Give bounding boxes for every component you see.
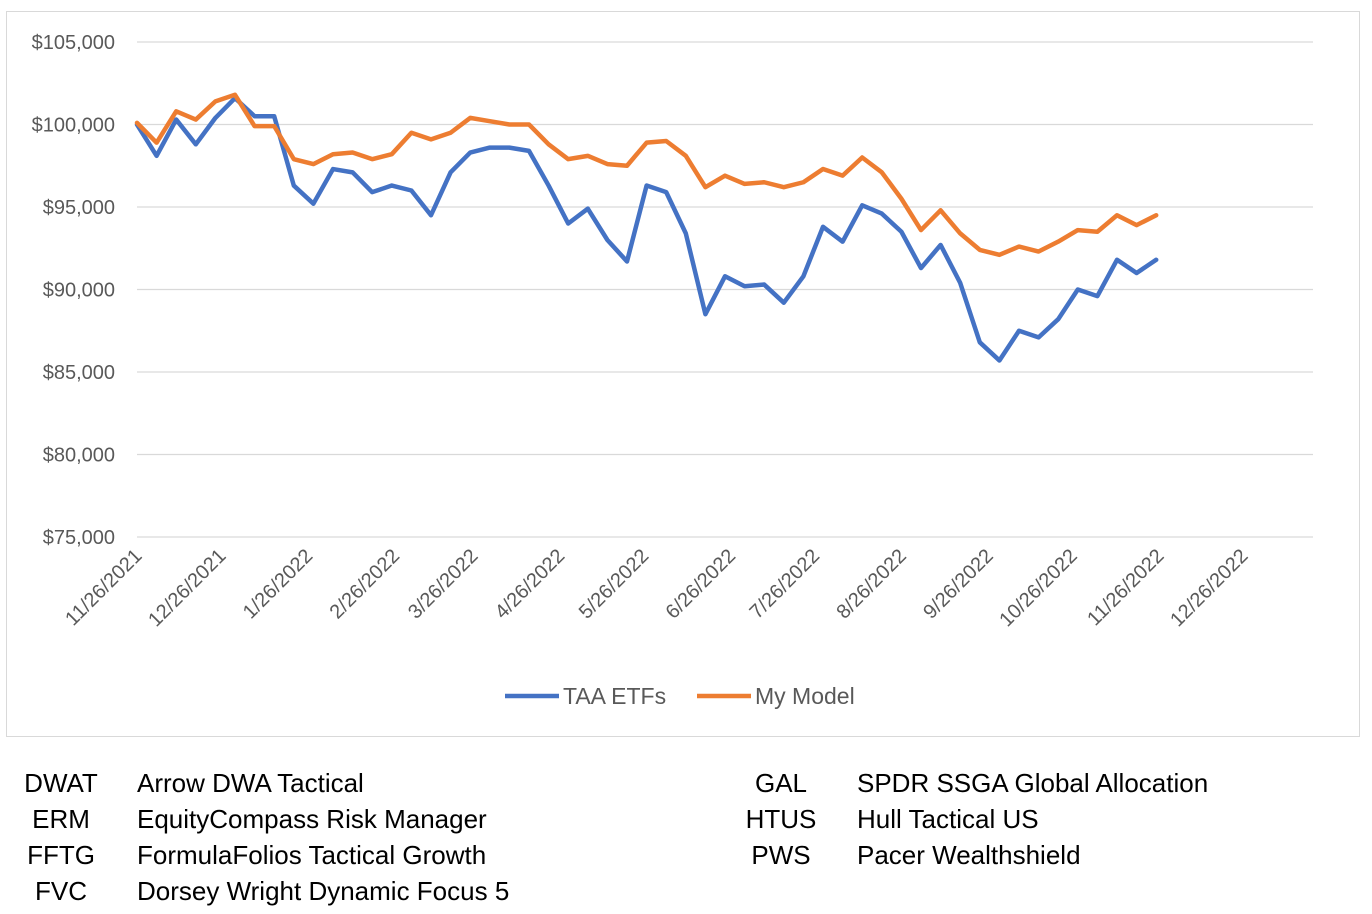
x-tick-label: 7/26/2022 [746, 545, 824, 623]
y-tick-label: $75,000 [43, 527, 115, 549]
x-tick-label: 12/26/2022 [1166, 545, 1252, 631]
ticker-symbol: GAL [754, 768, 808, 798]
fund-name: Arrow DWA Tactical [137, 768, 364, 798]
fund-name: Dorsey Wright Dynamic Focus 5 [137, 876, 510, 906]
line-chart: $75,000 $80,000 $85,000 $90,000 $95,000 $100,… [32, 32, 1313, 709]
y-tick-label: $80,000 [43, 445, 115, 467]
x-tick-label: 5/26/2022 [575, 545, 653, 623]
ticker-symbol: ERM [32, 804, 90, 834]
x-tick-label: 3/26/2022 [404, 545, 482, 623]
x-tick-label: 2/26/2022 [326, 545, 404, 623]
fund-name: EquityCompass Risk Manager [137, 804, 487, 834]
x-tick-label: 10/26/2022 [995, 545, 1081, 631]
ticker-symbol: FFTG [27, 840, 95, 870]
y-tick-label: $95,000 [43, 197, 115, 219]
y-tick-label: $90,000 [43, 280, 115, 302]
ticker-symbol: PWS [751, 840, 811, 870]
x-tick-label: 6/26/2022 [662, 545, 740, 623]
x-tick-label: 11/26/2022 [1083, 545, 1168, 630]
legend-label: TAA ETFs [563, 683, 666, 709]
x-tick-label: 9/26/2022 [919, 545, 997, 623]
x-tick-label: 4/26/2022 [491, 545, 569, 623]
fund-name: Pacer Wealthshield [857, 840, 1081, 870]
fund-name: FormulaFolios Tactical Growth [137, 840, 487, 870]
y-tick-label: $85,000 [43, 362, 115, 384]
y-tick-label: $100,000 [32, 115, 115, 137]
fund-name: SPDR SSGA Global Allocation [857, 768, 1209, 798]
series-line-taa-etfs [134, 95, 1159, 363]
chart-area: $75,000 $80,000 $85,000 $90,000 $95,000 $100,… [6, 11, 1360, 737]
legend-label: My Model [755, 683, 855, 709]
ticker-symbol: HTUS [745, 804, 817, 834]
fund-name: Hull Tactical US [857, 804, 1039, 834]
x-tick-label: 12/26/2021 [144, 545, 230, 631]
ticker-symbol: DWAT [24, 768, 98, 798]
ticker-symbol: FVC [35, 876, 87, 906]
x-tick-label: 11/26/2021 [61, 545, 146, 630]
ticker-key-right: GAL SPDR SSGA Global Allocation HTUS Hull T… [730, 768, 1370, 914]
x-tick-label: 1/26/2022 [239, 545, 317, 623]
y-tick-label: $105,000 [32, 32, 115, 54]
x-tick-label: 8/26/2022 [832, 545, 910, 623]
ticker-key-left: DWAT Arrow DWA Tactical ERM EquityCompass R… [10, 768, 710, 914]
